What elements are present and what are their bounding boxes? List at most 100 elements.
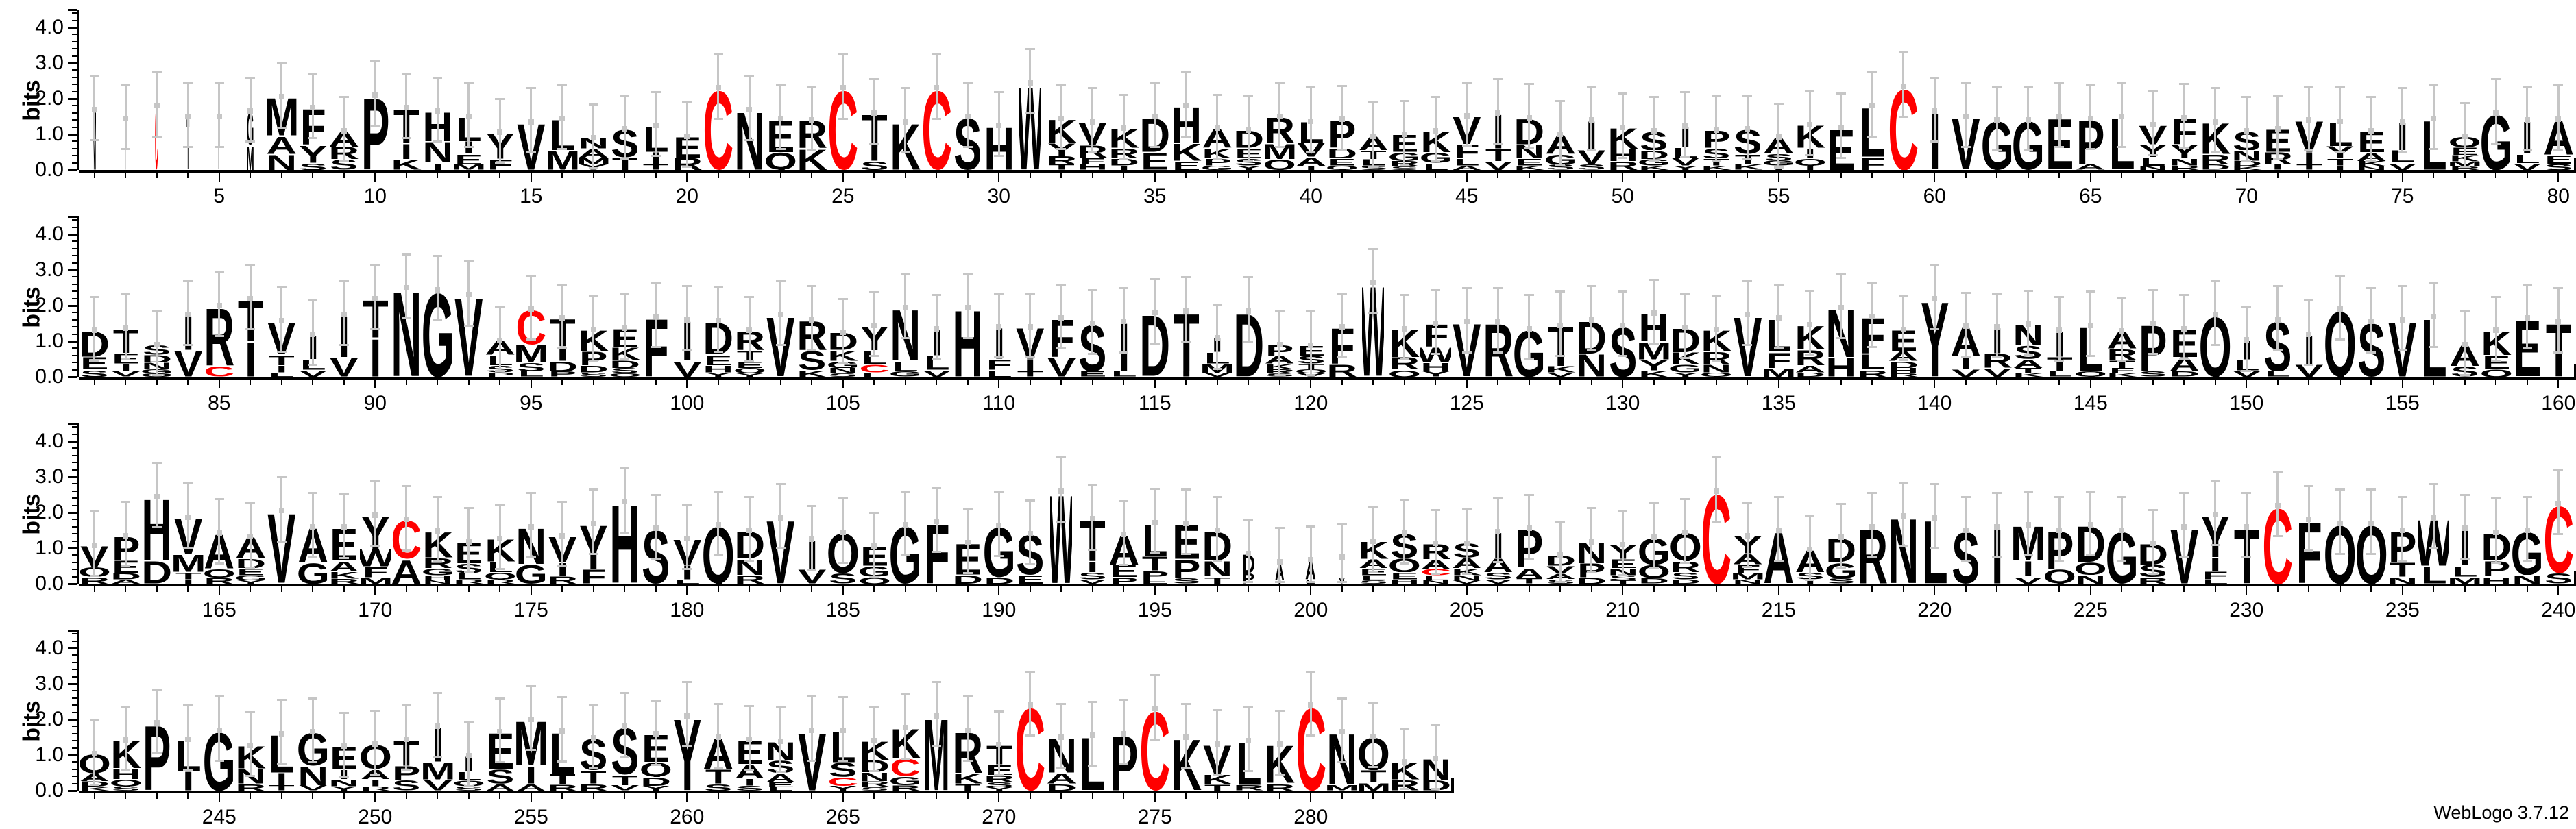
x-axis-tick-label: 175 — [513, 599, 548, 621]
error-bar-mid-marker — [465, 114, 472, 119]
svg-text:F: F — [487, 159, 513, 170]
error-bar-cap-bottom — [2272, 158, 2283, 161]
error-bar-cap-bottom — [807, 569, 817, 571]
svg-text:Q: Q — [1638, 565, 1670, 578]
error-bar-cap-top — [744, 75, 755, 77]
error-bar-cap-top — [1087, 87, 1097, 90]
svg-text:S: S — [1827, 578, 1855, 584]
logo-letter-C-3: C — [155, 106, 158, 170]
logo-letter-M-281: M — [1326, 785, 1358, 791]
error-bar-cap-bottom — [1555, 580, 1566, 583]
error-bar-cap-top — [744, 495, 755, 498]
error-bar-cap-top — [463, 82, 474, 84]
error-bar-cap-top — [2210, 87, 2220, 90]
error-bar-cap-top — [1524, 494, 1534, 496]
error-bar-cap-bottom — [557, 147, 568, 150]
svg-text:P: P — [486, 373, 514, 377]
svg-text:R: R — [1888, 373, 1919, 377]
error-bar-cap-top — [433, 76, 443, 79]
error-bar-cap-bottom — [1836, 156, 1846, 159]
error-bar-mid-marker — [1152, 114, 1158, 119]
svg-text:D: D — [984, 578, 1014, 584]
y-axis-major-tick — [68, 233, 77, 236]
logo-letter-S-147: S — [2137, 371, 2169, 377]
y-axis-minor-tick — [72, 697, 77, 699]
x-axis-tick — [592, 380, 594, 385]
svg-text:Q: Q — [609, 373, 641, 377]
error-bar-cap-bottom — [807, 149, 817, 152]
x-axis-tick-label: 190 — [982, 599, 1017, 621]
error-bar-mid-marker — [2431, 515, 2437, 521]
x-axis-tick — [1590, 586, 1592, 592]
x-axis-tick — [2557, 586, 2560, 595]
error-bar-cap-bottom — [2085, 354, 2095, 357]
error-bar-mid-marker — [934, 713, 940, 719]
svg-text:I: I — [369, 338, 381, 377]
logo-letter-E-80: E — [2543, 155, 2575, 164]
logo-letter-Y-8: Y — [297, 145, 329, 163]
x-axis-tick — [998, 380, 1000, 388]
x-axis-tick — [218, 380, 220, 388]
svg-text:R: R — [984, 775, 1014, 782]
logo-letter-M-16: M — [547, 150, 579, 170]
error-bar-cap-top — [744, 296, 755, 298]
error-bar-cap-top — [1555, 521, 1566, 523]
error-bar-cap-bottom — [1306, 373, 1316, 376]
error-bar-cap-bottom — [1025, 112, 1035, 114]
error-bar-cap-top — [2366, 287, 2377, 289]
x-axis-tick — [842, 380, 844, 388]
svg-text:I: I — [2303, 152, 2315, 164]
error-bar-cap-bottom — [1992, 149, 2002, 152]
error-bar-cap-top — [1181, 488, 1191, 491]
y-axis-major-tick — [68, 97, 77, 100]
x-axis-tick-label: 225 — [2073, 599, 2108, 621]
x-axis-tick-label: 80 — [2547, 185, 2570, 208]
svg-text:D: D — [1108, 158, 1139, 165]
error-bar-cap-top — [775, 706, 786, 709]
logo-letter-K-143: K — [2013, 373, 2044, 377]
svg-text:F: F — [581, 569, 607, 584]
error-bar-mid-marker — [1713, 488, 1719, 494]
logo-letter-D-34: D — [1108, 158, 1140, 165]
x-axis-tick — [592, 793, 594, 799]
logo-letter-S-42: S — [1358, 166, 1389, 170]
error-bar-cap-bottom — [651, 763, 661, 766]
logo-letter-Y-259: Y — [640, 786, 672, 791]
error-bar-cap-top — [775, 483, 786, 486]
x-axis-tick — [1902, 380, 1904, 385]
logo-letter-T-46: T — [1483, 149, 1514, 161]
x-axis-tick — [2557, 380, 2560, 388]
svg-text:K: K — [1545, 366, 1576, 372]
logo-letter-L-114: L — [1108, 371, 1140, 377]
svg-text:K: K — [1701, 166, 1731, 170]
error-bar-mid-marker — [1121, 319, 1127, 325]
logo-letter-S-9: S — [328, 159, 360, 170]
y-axis-minor-tick — [72, 747, 77, 749]
svg-text:S: S — [985, 782, 1013, 787]
x-axis-tick — [1060, 380, 1062, 385]
error-bar-cap-bottom — [433, 756, 443, 758]
logo-letter-Q-23: Q — [765, 152, 797, 170]
svg-text:S: S — [829, 373, 857, 377]
x-axis-tick-label: 120 — [1293, 392, 1328, 414]
error-bar-cap-top — [1742, 501, 1753, 504]
error-bar-cap-bottom — [2241, 160, 2252, 162]
error-bar-cap-bottom — [1649, 160, 1659, 162]
error-bar-cap-top — [775, 280, 786, 282]
error-bar-cap-top — [339, 711, 349, 714]
logo-letter-E-35: E — [1139, 152, 1171, 170]
x-axis-tick-label: 130 — [1605, 392, 1640, 414]
svg-text:C: C — [859, 364, 890, 372]
svg-text:G: G — [515, 564, 547, 584]
logo-letter-N-239: N — [2512, 575, 2543, 584]
x-axis-tick — [2058, 380, 2061, 385]
error-bar-mid-marker — [2337, 306, 2343, 312]
y-axis-minor-tick — [72, 561, 77, 563]
svg-text:S: S — [1172, 578, 1200, 584]
logo-letter-P-194: P — [1108, 578, 1140, 584]
error-bar-cap-top — [620, 692, 630, 694]
error-bar-cap-bottom — [1150, 146, 1160, 149]
error-bar-cap-top — [1461, 287, 1472, 289]
error-bar-mid-marker — [653, 525, 659, 532]
x-axis-end-tick — [1451, 778, 1454, 791]
